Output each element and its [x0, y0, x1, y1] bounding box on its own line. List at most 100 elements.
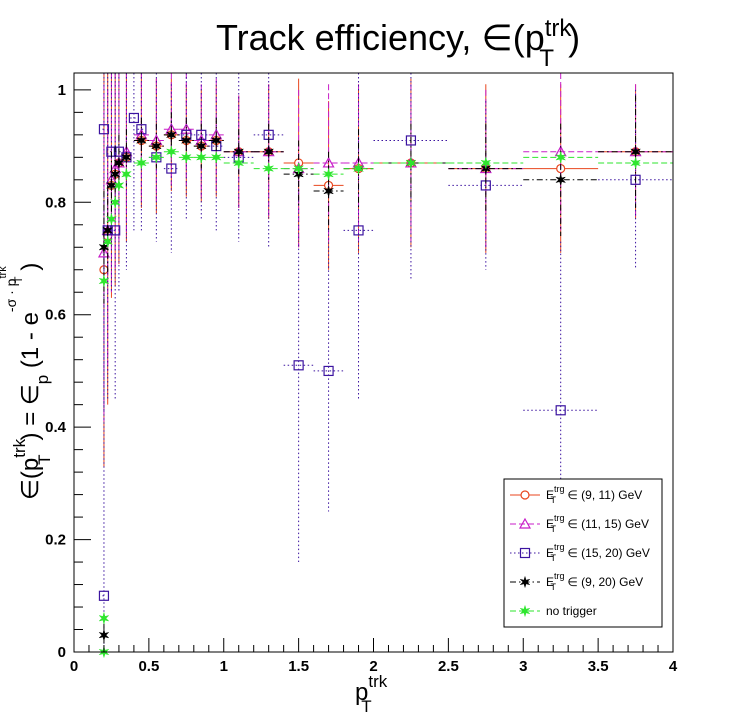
- x-tick-label: 3.5: [588, 658, 609, 675]
- legend-entry: Etrg T ∈ (15, 20) GeV: [510, 542, 650, 563]
- data-point: [98, 124, 110, 135]
- data-point: [98, 628, 110, 642]
- legend-label-main: E: [546, 546, 554, 560]
- x-tick-label: 1: [220, 658, 228, 675]
- data-point: [102, 235, 114, 249]
- data-point: [233, 156, 245, 170]
- data-point: [323, 365, 334, 377]
- data-point: [353, 225, 364, 236]
- legend-marker: [519, 547, 531, 559]
- y-tick-label: 0.4: [45, 419, 67, 436]
- data-point: [263, 162, 275, 175]
- data-point: [165, 128, 177, 142]
- legend-entry: Etrg T ∈ (9, 11) GeV: [510, 484, 642, 505]
- data-point: [405, 135, 417, 146]
- x-tick-label: 4: [669, 658, 678, 675]
- chart-title-end: ): [568, 17, 580, 58]
- data-point: [630, 156, 642, 170]
- data-point: [105, 212, 117, 226]
- legend-label-sup: trg: [554, 542, 565, 552]
- series-3: [98, 73, 673, 652]
- legend-marker: [520, 490, 530, 500]
- y-axis-title-b-sub: p: [33, 375, 52, 384]
- legend-label-sub: T: [551, 553, 557, 563]
- data-point: [323, 167, 335, 181]
- data-point: [323, 184, 335, 198]
- data-point: [135, 156, 147, 170]
- legend-label: Etrg T ∈ (9, 11) GeV: [546, 484, 642, 505]
- y-axis-title-b: ) = ∈: [17, 384, 44, 440]
- data-point: [150, 150, 162, 164]
- x-axis-title: ptrk T: [355, 672, 388, 716]
- legend-label-main: E: [546, 575, 554, 589]
- data-point: [128, 112, 139, 124]
- data-point: [109, 167, 121, 181]
- y-axis-title-exp: -σ · p: [3, 278, 19, 312]
- y-tick-label: 0.2: [45, 532, 66, 549]
- y-tick-label: 0.6: [45, 307, 66, 324]
- legend-label: no trigger: [546, 604, 597, 618]
- data-point: [180, 134, 192, 147]
- legend-label-sub: T: [551, 524, 557, 534]
- legend-label-sup: trg: [554, 513, 565, 523]
- x-axis-title-main: p: [355, 679, 368, 706]
- x-axis-title-sub: T: [361, 697, 371, 716]
- legend-entry: Etrg T ∈ (11, 15) GeV: [510, 513, 649, 534]
- data-point: [113, 179, 125, 192]
- data-point: [480, 156, 492, 170]
- data-point: [98, 274, 110, 288]
- y-axis-title-d: ): [17, 263, 44, 271]
- data-point: [405, 156, 417, 170]
- axes: 0 0.5 1 1.5 2 2.5 3 3.5 4 0 0.2 0.4 0.6 0.8 1: [45, 72, 678, 675]
- data-point: [109, 195, 121, 209]
- data-point: [210, 134, 222, 147]
- data-point: [263, 145, 275, 159]
- data-point: [105, 179, 117, 192]
- legend-entry: no trigger: [510, 604, 597, 618]
- y-axis-title-c: (1 - e: [17, 312, 44, 375]
- legend-label: Etrg T ∈ (15, 20) GeV: [546, 542, 650, 563]
- data-point: [555, 405, 566, 416]
- legend-label: Etrg T ∈ (11, 15) GeV: [546, 513, 649, 534]
- x-tick-label: 0: [70, 658, 78, 675]
- plot-area: [97, 73, 673, 659]
- data-point: [98, 611, 110, 625]
- legend-label-main: no trigger: [546, 604, 597, 618]
- chart-title: Track efficiency, ∈(ptrk T): [216, 15, 580, 72]
- legend-label-rest: ∈ (9, 11) GeV: [564, 488, 642, 502]
- x-axis-title-sup: trk: [368, 672, 387, 691]
- y-axis-title-a-sub: T: [35, 454, 54, 464]
- legend-marker: [519, 575, 531, 589]
- data-point: [630, 174, 641, 185]
- data-point: [110, 225, 121, 236]
- legend-label-main: E: [546, 488, 554, 502]
- data-point: [98, 240, 110, 254]
- y-tick-label: 0.8: [45, 194, 66, 211]
- legend-label-sup: trg: [554, 484, 565, 494]
- svg-text:∈(ptrkT) = ∈p (1 - e-σ · ptrkT: ∈(ptrkT) = ∈p (1 - e-σ · ptrkT): [0, 263, 54, 500]
- x-tick-label: 1.5: [288, 658, 309, 675]
- chart-title-main: Track efficiency, ∈(p: [216, 17, 545, 58]
- legend-label-sub: T: [551, 495, 557, 505]
- x-tick-label: 0.5: [138, 658, 159, 675]
- chart-title-sub: T: [539, 45, 554, 72]
- x-tick-label: 3: [519, 658, 527, 675]
- data-point: [120, 167, 132, 181]
- data-point: [120, 150, 132, 164]
- data-point: [113, 146, 125, 157]
- y-axis-title-exp-sub: T: [13, 276, 25, 283]
- legend-label: Etrg T ∈ (9, 20) GeV: [546, 571, 643, 592]
- data-point: [555, 173, 567, 187]
- y-axis-title-a: ∈(p: [17, 458, 44, 500]
- legend-label-main: E: [546, 517, 554, 531]
- y-axis-title: ∈(ptrkT) = ∈p (1 - e-σ · ptrkT): [0, 263, 54, 500]
- legend-label-sup: trg: [554, 571, 565, 581]
- data-point: [165, 145, 177, 159]
- data-point: [98, 590, 110, 601]
- chart-title-sup: trk: [545, 15, 573, 42]
- data-point: [293, 162, 305, 175]
- legend-label-rest: ∈ (15, 20) GeV: [564, 546, 650, 560]
- legend-marker: [518, 517, 532, 529]
